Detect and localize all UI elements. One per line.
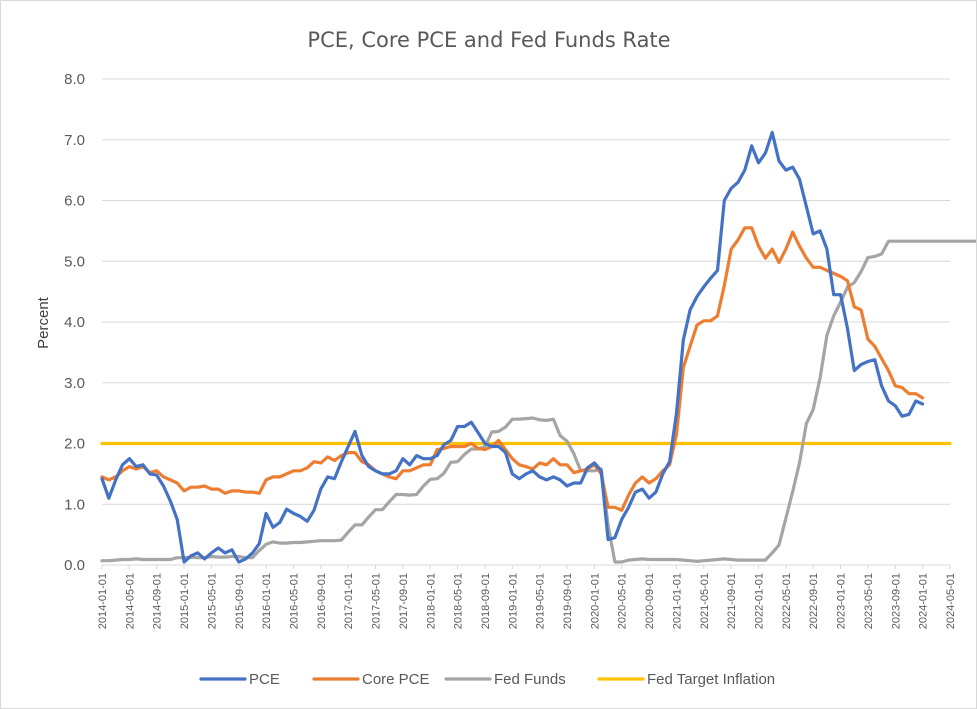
x-tick-label: 2023-09-01 xyxy=(890,573,902,629)
x-tick-label: 2014-09-01 xyxy=(152,573,164,629)
x-tick-label: 2014-01-01 xyxy=(97,573,109,629)
y-tick-label: 7.0 xyxy=(64,132,85,149)
x-tick-label: 2023-01-01 xyxy=(836,573,848,629)
x-tick-label: 2021-01-01 xyxy=(671,573,683,629)
x-tick-label: 2020-05-01 xyxy=(617,573,629,629)
x-tick-label: 2017-05-01 xyxy=(371,573,383,629)
legend-label-core-pce: Core PCE xyxy=(362,671,430,688)
y-tick-label: 6.0 xyxy=(64,193,85,210)
x-tick-label: 2018-01-01 xyxy=(425,573,437,629)
x-tick-label: 2024-05-01 xyxy=(945,573,957,629)
legend-label-pce: PCE xyxy=(249,671,280,688)
x-tick-label: 2016-09-01 xyxy=(316,573,328,629)
y-tick-labels: 0.0 1.0 2.0 3.0 4.0 5.0 6.0 7.0 8.0 xyxy=(64,71,85,574)
x-tick-label: 2021-09-01 xyxy=(726,573,738,629)
y-tick-label: 0.0 xyxy=(64,557,85,574)
x-tick-label: 2017-09-01 xyxy=(398,573,410,629)
x-tick-label: 2020-09-01 xyxy=(644,573,656,629)
x-tick-label: 2016-01-01 xyxy=(261,573,273,629)
x-tick-label: 2015-05-01 xyxy=(206,573,218,629)
series-line-core-pce xyxy=(100,226,925,512)
x-tick-label: 2024-01-01 xyxy=(918,573,930,629)
x-tick-label: 2019-01-01 xyxy=(507,573,519,629)
x-tick-label: 2018-09-01 xyxy=(480,573,492,629)
x-tick-label: 2016-05-01 xyxy=(288,573,300,629)
y-tick-label: 4.0 xyxy=(64,314,85,331)
x-tick-label: 2023-05-01 xyxy=(863,573,875,629)
x-tick-label: 2014-05-01 xyxy=(124,573,136,629)
chart-title: PCE, Core PCE and Fed Funds Rate xyxy=(307,28,670,52)
legend-label-fed-funds: Fed Funds xyxy=(494,671,566,688)
y-tick-label: 2.0 xyxy=(64,436,85,453)
x-tick-label: 2019-05-01 xyxy=(535,573,547,629)
x-tick-label: 2020-01-01 xyxy=(589,573,601,629)
x-tick-label: 2015-01-01 xyxy=(179,573,191,629)
y-tick-label: 1.0 xyxy=(64,496,85,513)
x-tick-label: 2017-01-01 xyxy=(343,573,355,629)
x-tick-labels: 2014-01-01 2014-05-01 2014-09-01 2015-01-01… xyxy=(97,565,957,629)
x-tick-label: 2022-01-01 xyxy=(754,573,766,629)
legend: PCE Core PCE Fed Funds Fed Target Inflation xyxy=(199,671,775,688)
y-axis-label: Percent xyxy=(35,296,52,349)
series-line-pce xyxy=(100,130,925,564)
x-tick-label: 2015-09-01 xyxy=(234,573,246,629)
x-tick-label: 2021-05-01 xyxy=(699,573,711,629)
x-tick-label: 2022-05-01 xyxy=(781,573,793,629)
series-lines xyxy=(100,130,976,564)
y-tick-label: 3.0 xyxy=(64,375,85,392)
x-tick-label: 2022-09-01 xyxy=(808,573,820,629)
x-tick-label: 2018-05-01 xyxy=(453,573,465,629)
series-line-fed-funds xyxy=(100,239,976,564)
y-tick-label: 8.0 xyxy=(64,71,85,88)
legend-label-fed-target-inflation: Fed Target Inflation xyxy=(647,671,775,688)
x-tick-label: 2019-09-01 xyxy=(562,573,574,629)
y-tick-label: 5.0 xyxy=(64,253,85,270)
